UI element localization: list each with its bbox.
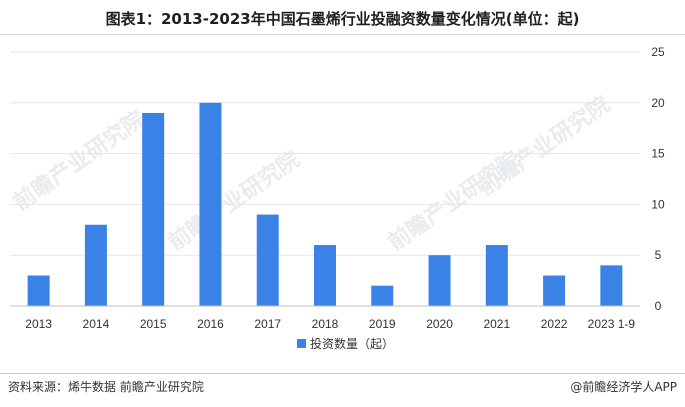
y-tick-label: 10 <box>651 197 665 211</box>
x-tick-label: 2019 <box>369 317 396 331</box>
bar <box>485 245 508 306</box>
x-tick-label: 2021 <box>483 317 510 331</box>
bar <box>371 285 394 306</box>
bar <box>199 102 222 306</box>
x-tick-label: 2016 <box>197 317 224 331</box>
source-note: 资料来源：烯牛数据 前瞻产业研究院 <box>8 380 204 394</box>
copyright-note: @前瞻经济学人APP <box>570 378 677 395</box>
x-tick-label: 2023 1-9 <box>588 317 636 331</box>
bar <box>600 265 623 306</box>
y-axis: 0 5 10 15 20 25 <box>651 45 665 313</box>
legend: 投资数量（起） <box>297 336 394 351</box>
y-tick-label: 0 <box>655 299 662 313</box>
x-tick-label: 2014 <box>83 317 110 331</box>
footer-divider <box>0 373 685 374</box>
watermark-text: 前瞻产业研究院 <box>474 91 615 201</box>
bar <box>27 275 50 306</box>
x-tick-label: 2013 <box>25 317 52 331</box>
title-divider <box>0 34 685 35</box>
x-axis: 2013 2014 2015 2016 2017 2018 2019 2020 2021 2022… <box>10 305 640 331</box>
x-tick-label: 2015 <box>140 317 167 331</box>
bar <box>428 255 451 306</box>
legend-swatch <box>297 339 306 348</box>
y-tick-label: 20 <box>651 96 665 110</box>
x-tick-label: 2020 <box>426 317 453 331</box>
legend-label: 投资数量（起） <box>310 336 394 351</box>
watermark-text: 前瞻产业研究院 <box>9 106 150 216</box>
x-tick-label: 2018 <box>312 317 339 331</box>
bars-group <box>27 102 623 307</box>
bar <box>543 275 566 306</box>
watermark-text: 前瞻产业研究院 <box>164 146 305 256</box>
bar <box>314 245 336 306</box>
y-tick-label: 25 <box>651 45 665 59</box>
bar <box>256 214 279 306</box>
bar <box>142 112 165 307</box>
x-tick-label: 2022 <box>541 317 568 331</box>
bar <box>84 224 107 306</box>
chart-title: 图表1：2013-2023年中国石墨烯行业投融资数量变化情况(单位：起) <box>105 10 580 28</box>
y-tick-label: 15 <box>651 147 665 161</box>
copyright-text: @前瞻经济学人APP <box>570 380 677 394</box>
y-tick-label: 5 <box>655 248 662 262</box>
x-tick-label: 2017 <box>254 317 281 331</box>
